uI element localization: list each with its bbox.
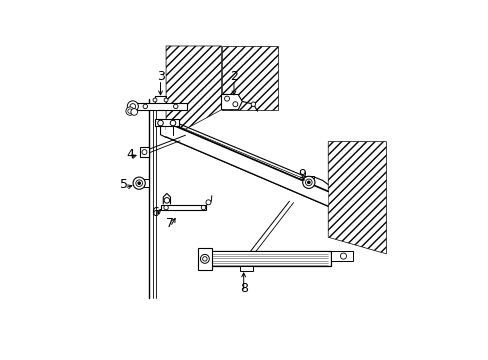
Circle shape <box>163 205 168 210</box>
Circle shape <box>340 253 346 259</box>
Polygon shape <box>221 94 242 110</box>
Circle shape <box>127 109 132 113</box>
Polygon shape <box>135 103 186 110</box>
Text: 6: 6 <box>151 206 159 219</box>
Circle shape <box>224 96 229 101</box>
Circle shape <box>173 104 178 109</box>
Circle shape <box>142 150 146 155</box>
Text: 9: 9 <box>297 168 305 181</box>
Text: 5: 5 <box>120 178 128 191</box>
Circle shape <box>164 198 169 203</box>
Circle shape <box>130 104 135 109</box>
Circle shape <box>158 120 163 126</box>
Polygon shape <box>198 248 211 270</box>
Text: 2: 2 <box>229 70 238 83</box>
Circle shape <box>205 200 210 205</box>
Polygon shape <box>166 122 327 206</box>
Circle shape <box>170 120 175 126</box>
Circle shape <box>201 205 205 210</box>
Circle shape <box>127 101 138 112</box>
Polygon shape <box>330 251 352 261</box>
Circle shape <box>153 98 157 102</box>
Circle shape <box>143 104 147 109</box>
Circle shape <box>131 109 137 115</box>
Polygon shape <box>221 46 278 110</box>
Polygon shape <box>199 251 330 266</box>
Polygon shape <box>155 120 178 126</box>
Polygon shape <box>140 147 149 157</box>
Polygon shape <box>327 141 386 254</box>
Polygon shape <box>166 46 221 129</box>
Polygon shape <box>239 266 253 271</box>
Text: 3: 3 <box>156 70 164 83</box>
Text: 8: 8 <box>239 282 247 295</box>
Circle shape <box>138 182 140 185</box>
Polygon shape <box>304 176 314 179</box>
Polygon shape <box>139 179 149 187</box>
Polygon shape <box>160 205 206 210</box>
Polygon shape <box>202 252 327 265</box>
Circle shape <box>202 257 207 261</box>
Circle shape <box>232 102 237 107</box>
Circle shape <box>136 180 142 186</box>
Circle shape <box>200 255 209 263</box>
Circle shape <box>125 107 134 115</box>
Circle shape <box>164 98 168 102</box>
Circle shape <box>305 179 311 186</box>
Text: 4: 4 <box>126 148 134 161</box>
Text: 7: 7 <box>166 217 174 230</box>
Circle shape <box>302 176 314 188</box>
Circle shape <box>307 181 309 184</box>
Circle shape <box>251 102 255 107</box>
Circle shape <box>133 177 145 189</box>
